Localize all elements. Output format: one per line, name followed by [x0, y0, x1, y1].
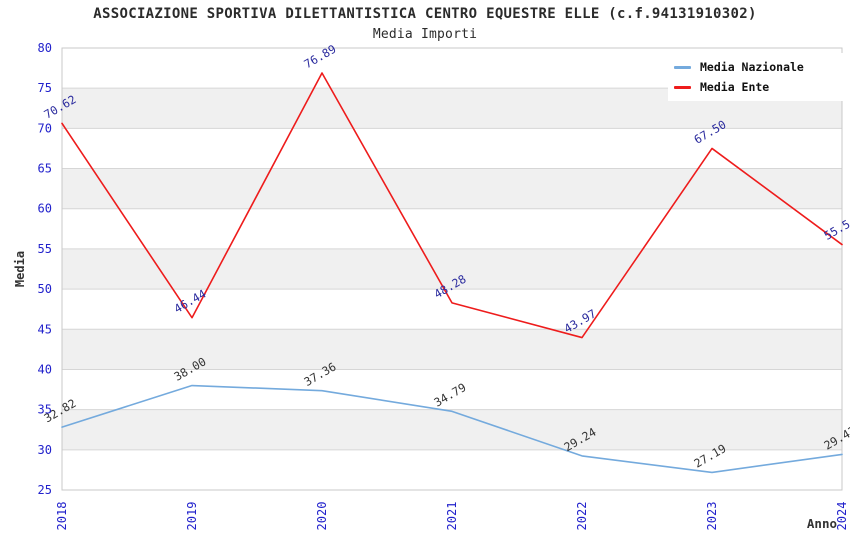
plot-band [62, 248, 842, 290]
x-tick-label: 2020 [315, 502, 329, 531]
plot-band [62, 449, 842, 490]
legend-label-media-ente: Media Ente [700, 80, 770, 94]
chart-title: ASSOCIAZIONE SPORTIVA DILETTANTISTICA CE… [93, 6, 757, 22]
legend-item-media-nazionale: Media Nazionale [674, 60, 848, 74]
y-tick-label: 60 [38, 202, 52, 216]
y-tick-label: 40 [38, 362, 52, 376]
y-tick-label: 75 [38, 81, 52, 95]
legend-swatch-media-nazionale [674, 65, 691, 69]
plot-band [62, 168, 842, 209]
y-axis-label: Media [13, 251, 27, 287]
y-tick-label: 65 [38, 162, 52, 176]
y-tick-label: 25 [38, 483, 52, 497]
x-axis-label: Anno [807, 516, 837, 531]
plot-frame [61, 47, 843, 491]
y-tick-label: 50 [38, 282, 52, 296]
x-tick-label: 2021 [445, 502, 459, 531]
x-tick-label: 2023 [705, 502, 719, 531]
plot-band [62, 128, 842, 169]
x-tick-label: 2024 [835, 502, 849, 531]
plot-band [62, 208, 842, 249]
x-tick-label: 2022 [575, 502, 589, 531]
plot-band [62, 369, 842, 410]
legend-label-media-nazionale: Media Nazionale [700, 60, 804, 74]
series-line-media-ente [61, 72, 843, 339]
plot-band [62, 289, 842, 330]
plot-band [62, 329, 842, 370]
x-tick-label: 2019 [185, 502, 199, 531]
x-tick-label: 2018 [55, 502, 69, 531]
chart-subtitle: Media Importi [372, 27, 478, 42]
plot-band [62, 409, 842, 450]
y-tick-label: 70 [38, 121, 52, 135]
y-tick-label: 30 [38, 443, 52, 457]
series-line-media-nazionale [61, 384, 843, 474]
legend-swatch-media-ente [674, 85, 691, 89]
y-tick-label: 45 [38, 322, 52, 336]
y-tick-label: 80 [38, 41, 52, 55]
y-tick-label: 35 [38, 403, 52, 417]
legend-item-media-ente: Media Ente [674, 80, 848, 94]
y-tick-label: 55 [38, 242, 52, 256]
legend: Media Nazionale Media Ente [668, 53, 848, 101]
